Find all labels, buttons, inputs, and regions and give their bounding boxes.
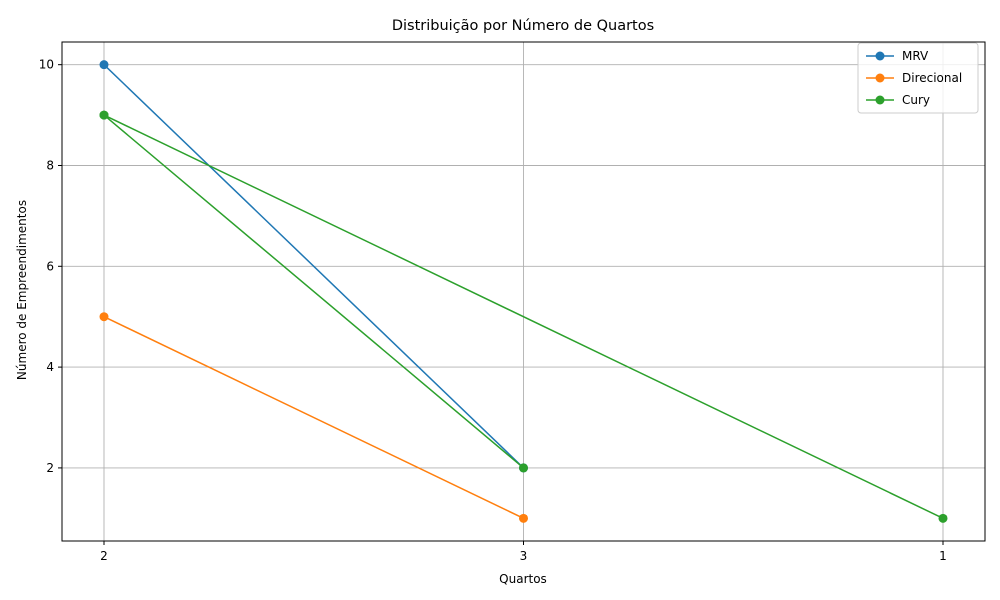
series-direcional	[99, 312, 528, 523]
grid	[62, 42, 985, 541]
series-line	[103, 114, 944, 519]
series-line	[103, 64, 525, 469]
legend-label: Direcional	[902, 71, 962, 85]
y-tick-label: 4	[46, 360, 54, 374]
data-point	[99, 60, 109, 70]
y-axis-title: Número de Empreendimentos	[15, 200, 29, 380]
axis-ticks: 2 3 1 2 4 6 8 10	[39, 58, 947, 563]
y-tick-label: 6	[46, 259, 54, 273]
data-point	[519, 463, 528, 473]
series-line	[103, 316, 524, 519]
data-point	[519, 513, 528, 523]
y-tick-label: 2	[46, 461, 54, 475]
legend-box	[857, 42, 979, 114]
series-cury	[99, 110, 948, 523]
y-tick-label: 10	[39, 58, 54, 72]
data-point	[938, 513, 948, 523]
data-point	[99, 110, 109, 120]
data-point	[99, 312, 109, 322]
series-layer	[99, 60, 948, 523]
x-tick-label: 2	[100, 549, 108, 563]
x-tick-label: 3	[520, 549, 528, 563]
legend-swatch-marker	[875, 95, 885, 105]
x-tick-label: 1	[939, 549, 947, 563]
legend: MRV Direcional Cury	[857, 42, 979, 114]
legend-swatch-marker	[875, 51, 885, 61]
legend-label: MRV	[902, 49, 929, 63]
y-tick-label: 8	[46, 158, 54, 172]
legend-swatch-marker	[875, 73, 885, 83]
x-axis-title: Quartos	[499, 572, 547, 586]
legend-label: Cury	[902, 93, 930, 107]
chart-title: Distribuição por Número de Quartos	[392, 18, 654, 34]
